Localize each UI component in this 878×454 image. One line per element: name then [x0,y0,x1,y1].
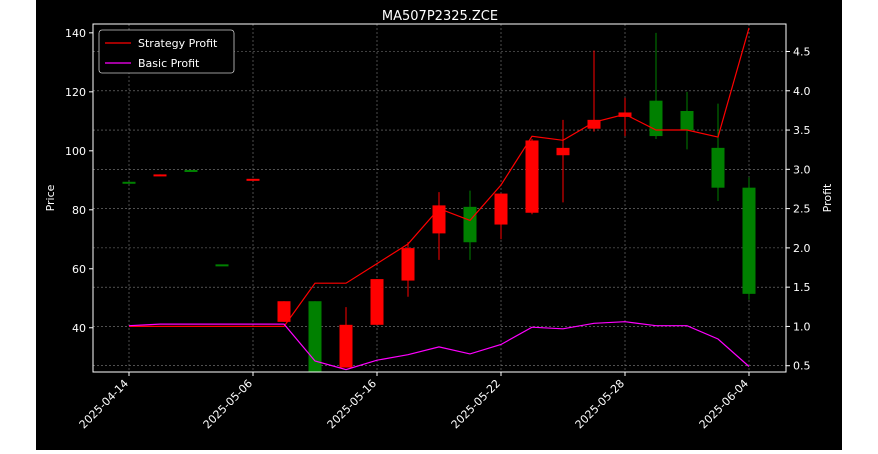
y-tick-label-right: 3.0 [793,163,811,176]
y-tick-label-right: 0.5 [793,360,811,373]
y-tick-label-left: 40 [72,322,86,335]
x-tick-label: 2025-05-28 [573,377,627,431]
legend-label-strategy: Strategy Profit [138,37,218,50]
basic-profit-line [128,321,750,371]
strategy-profit-line [129,27,750,327]
x-axis: 2025-04-14 2025-05-06 2025-05-16 2025-05-22… [77,372,751,431]
y-tick-label-left: 120 [65,86,86,99]
y-tick-label-right: 1.5 [793,281,811,294]
x-tick-label: 2025-05-22 [449,377,503,431]
profit-lines [128,27,750,371]
y-tick-label-right: 4.5 [793,45,811,58]
candle-body [277,301,291,322]
candlestick-chart: MA507P2325.ZCE 2025-04-14 2025-05-06 2025-… [44,9,834,431]
candles [122,32,756,372]
y-axis-left-label: Price [44,184,57,211]
y-tick-label-left: 80 [72,204,86,217]
x-tick-label: 2025-04-14 [77,377,131,431]
y-axis-left: 40 60 80 100 120 140 [65,27,93,335]
candle-body [525,140,539,213]
candle-body [463,206,477,243]
candle-body [370,279,384,325]
candle-body [184,169,198,172]
candle-body [401,248,415,281]
candle-body [494,193,508,225]
legend: Strategy Profit Basic Profit [98,29,235,74]
candle-body [587,119,601,129]
candle-body [432,205,446,234]
x-tick-label: 2025-05-06 [201,377,255,431]
y-tick-label-right: 2.5 [793,203,811,216]
x-tick-label: 2025-06-04 [697,377,751,431]
legend-label-basic: Basic Profit [138,57,200,70]
x-tick-label: 2025-05-16 [325,377,379,431]
candle-body [246,178,260,181]
plot-frame [92,23,787,373]
candle-body [742,187,756,294]
candle-body [680,111,694,131]
y-tick-label-right: 4.0 [793,85,811,98]
y-tick-label-right: 2.0 [793,242,811,255]
y-tick-label-left: 140 [65,27,86,40]
candle-body [556,147,570,156]
candle-body [215,264,229,267]
legend-box [98,29,235,74]
y-tick-label-left: 100 [65,145,86,158]
candle-body [308,301,322,372]
y-tick-label-left: 60 [72,263,86,276]
candle-body [153,174,167,177]
candle-body [122,181,136,184]
candle-body [649,100,663,137]
y-axis-right-label: Profit [821,183,834,212]
figure: MA507P2325.ZCE 2025-04-14 2025-05-06 2025-… [36,0,842,450]
y-tick-label-right: 3.5 [793,124,811,137]
y-tick-label-right: 1.0 [793,320,811,333]
candle-body [339,324,353,368]
y-axis-right: 0.5 1.0 1.5 2.0 2.5 3.0 3.5 4.0 4.5 [786,45,811,373]
candle-body [711,147,725,188]
chart-title: MA507P2325.ZCE [382,9,498,24]
